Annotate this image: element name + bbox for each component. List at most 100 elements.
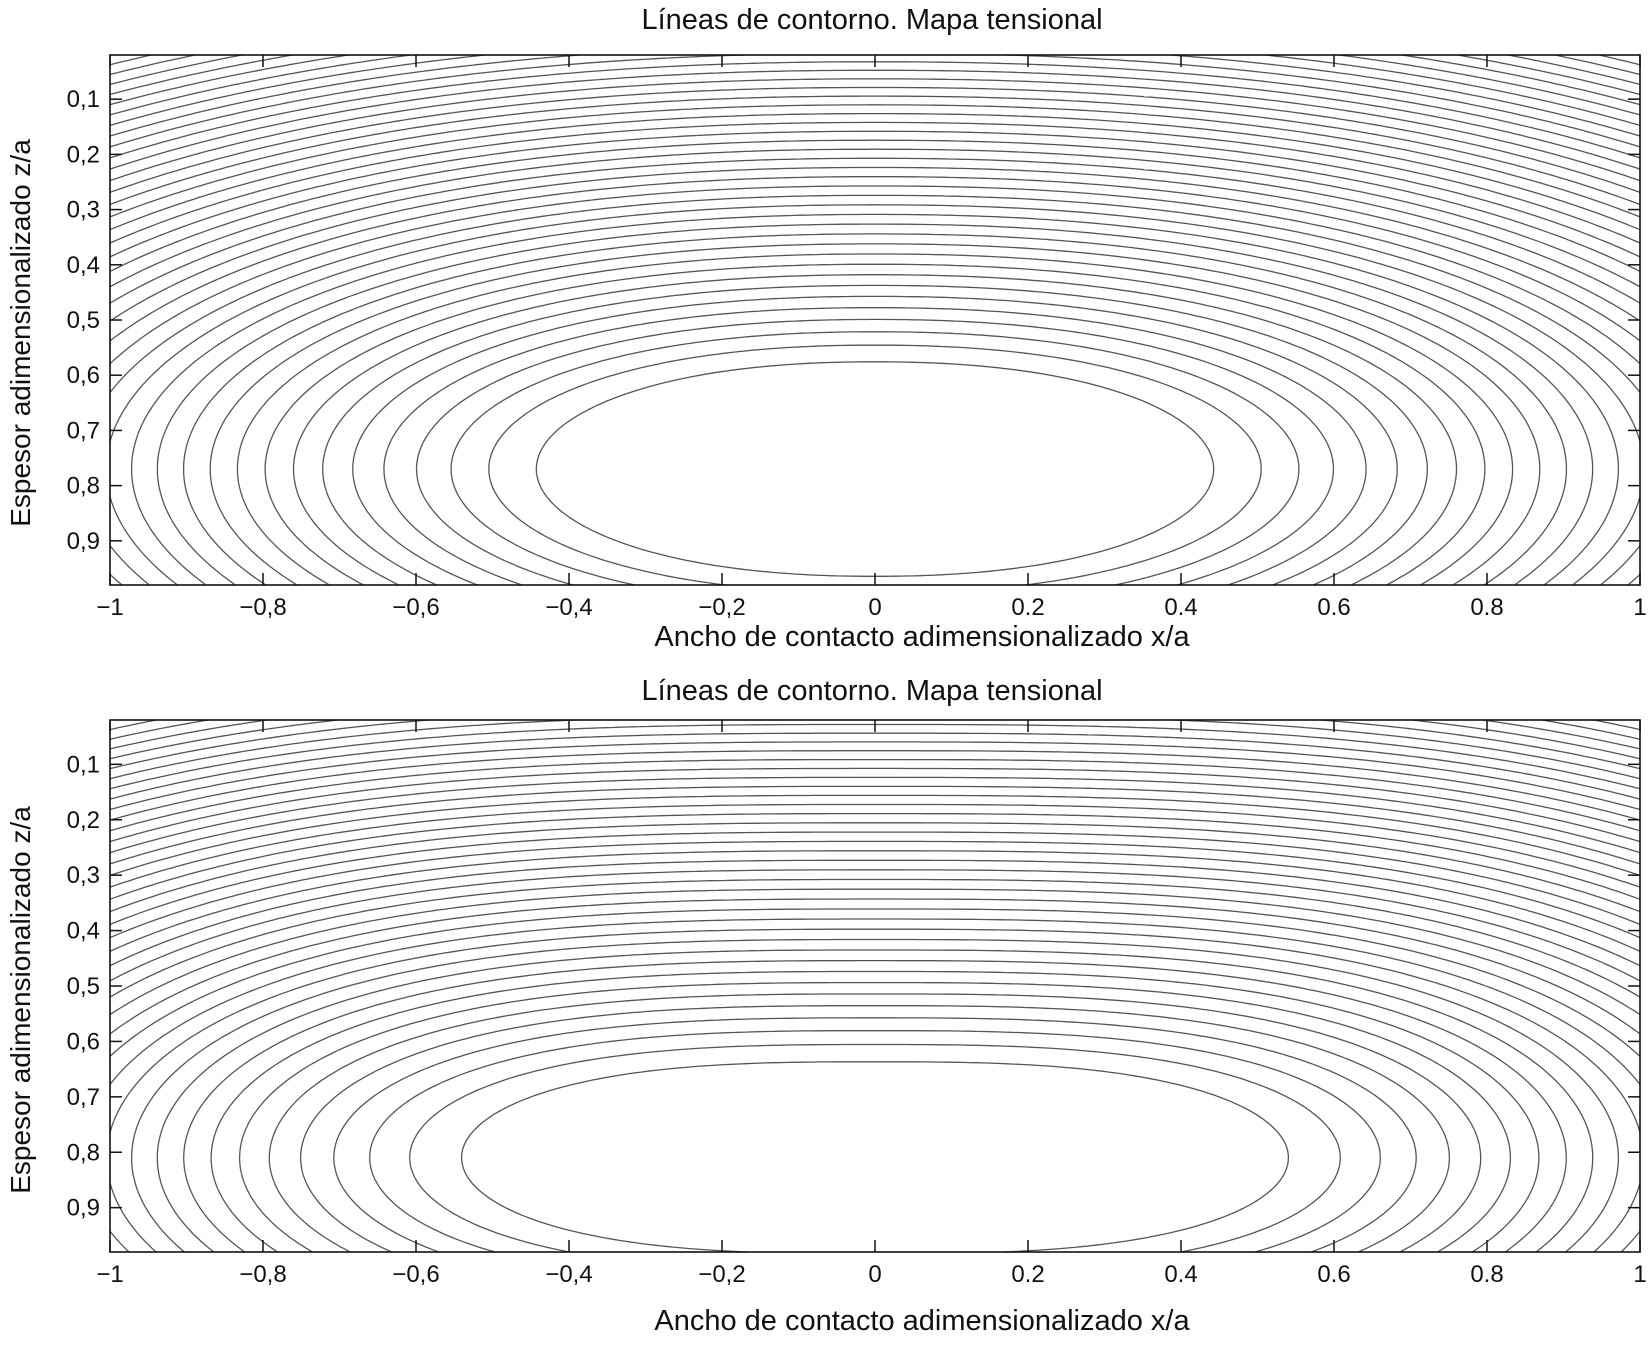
contour-line bbox=[109, 732, 1641, 800]
x-tick-label: −0,2 bbox=[698, 594, 745, 621]
contour-line bbox=[109, 812, 1641, 900]
contour-line bbox=[109, 794, 1641, 877]
y-tick-label: 0,5 bbox=[67, 307, 100, 334]
contour-line bbox=[333, 1017, 1417, 1253]
x-tick-label: −0,2 bbox=[698, 1261, 745, 1288]
contour-line bbox=[322, 284, 1428, 586]
contour-line bbox=[109, 61, 1641, 159]
contour-line bbox=[299, 1005, 1451, 1253]
contour-line bbox=[460, 1061, 1290, 1253]
contour-line bbox=[109, 86, 1641, 194]
x-axis-label: Ancho de contacto adimensionalizado x/a bbox=[654, 621, 1190, 653]
contour-line bbox=[109, 719, 1641, 760]
contour-line bbox=[383, 307, 1367, 586]
contour-line bbox=[268, 993, 1482, 1253]
contour-line bbox=[109, 104, 1641, 218]
x-tick-label: −0,6 bbox=[392, 594, 439, 621]
chart-title: Líneas de contorno. Mapa tensional bbox=[641, 4, 1102, 36]
contour-line bbox=[109, 130, 1641, 258]
contour-line bbox=[109, 54, 1641, 86]
plot-frame bbox=[109, 719, 1641, 1253]
contour-line bbox=[182, 233, 1568, 586]
contour-line bbox=[109, 54, 1641, 148]
contour-lines bbox=[109, 54, 1641, 586]
contour-lines bbox=[109, 719, 1641, 1253]
contour-line bbox=[109, 898, 1641, 1035]
contour-line bbox=[109, 758, 1641, 832]
contour-line bbox=[264, 263, 1486, 586]
contour-line bbox=[109, 54, 1641, 76]
contour-line bbox=[130, 938, 1620, 1253]
contour-line bbox=[109, 148, 1641, 288]
x-tick-label: 0.8 bbox=[1470, 1261, 1503, 1288]
y-tick-label: 0,2 bbox=[67, 807, 100, 834]
contour-line bbox=[109, 831, 1641, 926]
contour-line bbox=[130, 213, 1620, 586]
contour-line bbox=[210, 970, 1540, 1253]
contour-line bbox=[109, 157, 1641, 304]
contour-line bbox=[109, 908, 1641, 1057]
y-tick-label: 0,1 bbox=[67, 751, 100, 778]
contour-line bbox=[415, 318, 1335, 586]
x-tick-label: −0,4 bbox=[545, 1261, 592, 1288]
y-tick-label: 0,3 bbox=[67, 197, 100, 224]
x-tick-label: 0.8 bbox=[1470, 594, 1503, 621]
contour-line bbox=[109, 185, 1641, 586]
contour-line bbox=[409, 1043, 1341, 1253]
contour-line bbox=[352, 295, 1398, 586]
y-tick-label: 0,6 bbox=[67, 1028, 100, 1055]
contour-line bbox=[109, 719, 1641, 780]
contour-line bbox=[109, 194, 1641, 586]
contour-line bbox=[109, 719, 1641, 770]
x-tick-label: −0,6 bbox=[392, 1261, 439, 1288]
contour-line bbox=[369, 1030, 1381, 1253]
contour-line bbox=[109, 204, 1641, 586]
contour-line bbox=[109, 54, 1641, 137]
contour-line bbox=[109, 54, 1641, 106]
contour-line bbox=[109, 69, 1641, 170]
contour-line bbox=[488, 344, 1262, 586]
contour-line bbox=[109, 840, 1641, 939]
contour-line bbox=[109, 888, 1641, 1016]
contour-line bbox=[183, 959, 1567, 1253]
contour-line bbox=[109, 878, 1641, 998]
tick-labels: −1 −0,8 −0,6 −0,4 −0,2 0 0.2 0.4 0.6 0.8 1 0,1 0,2 0,… bbox=[67, 751, 1647, 1288]
x-tick-label: −0,8 bbox=[239, 594, 286, 621]
chart-title: Líneas de contorno. Mapa tensional bbox=[641, 675, 1102, 707]
x-tick-label: −1 bbox=[96, 594, 123, 621]
x-tick-label: −0,8 bbox=[239, 1261, 286, 1288]
x-tick-label: 0.6 bbox=[1317, 1261, 1350, 1288]
contour-line bbox=[109, 723, 1641, 790]
contour-line bbox=[109, 767, 1641, 843]
x-tick-label: −0,4 bbox=[545, 594, 592, 621]
contour-line bbox=[109, 741, 1641, 811]
y-tick-label: 0,9 bbox=[67, 528, 100, 555]
contour-line bbox=[109, 928, 1641, 1253]
contour-line bbox=[109, 776, 1641, 854]
y-axis-label: Espesor adimensionalizado z/a bbox=[5, 806, 36, 1194]
contour-line bbox=[156, 223, 1594, 586]
contour-line bbox=[109, 54, 1641, 96]
x-tick-label: 0 bbox=[868, 1261, 881, 1288]
contour-line bbox=[109, 176, 1641, 342]
tick-labels: −1 −0,8 −0,6 −0,4 −0,2 0 0.2 0.4 0.6 0.8 1 0,1 0,2 0,… bbox=[67, 86, 1647, 621]
contour-line bbox=[109, 121, 1641, 244]
contour-line bbox=[109, 850, 1641, 952]
contour-line bbox=[109, 166, 1641, 322]
contour-line bbox=[109, 750, 1641, 821]
y-tick-label: 0,2 bbox=[67, 141, 100, 168]
contour-line bbox=[156, 949, 1594, 1253]
contour-line bbox=[535, 361, 1215, 577]
contour-line bbox=[109, 54, 1641, 116]
x-tick-label: −1 bbox=[96, 1261, 123, 1288]
x-tick-label: 1 bbox=[1633, 594, 1646, 621]
contour-line bbox=[109, 78, 1641, 182]
contour-line bbox=[238, 981, 1512, 1253]
contour-plot-bottom: Líneas de contorno. Mapa tensional Espes… bbox=[5, 675, 1647, 1337]
contour-line bbox=[109, 95, 1641, 206]
contour-line bbox=[109, 112, 1641, 231]
contour-line bbox=[109, 822, 1641, 913]
contour-line bbox=[109, 54, 1641, 127]
contour-line bbox=[209, 243, 1541, 586]
